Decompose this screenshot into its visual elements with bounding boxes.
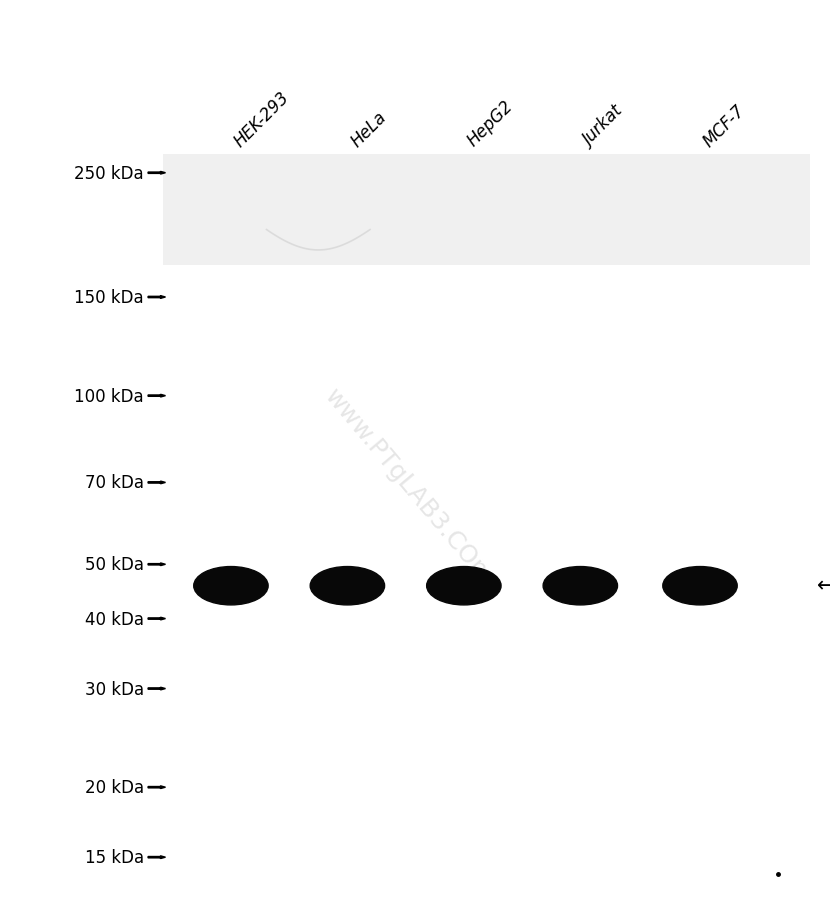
Ellipse shape [663, 567, 737, 605]
Text: ←: ← [817, 576, 830, 596]
Text: 50 kDa: 50 kDa [85, 556, 144, 574]
Text: HepG2: HepG2 [464, 97, 517, 151]
Text: 70 kDa: 70 kDa [85, 474, 144, 492]
Text: 100 kDa: 100 kDa [75, 387, 144, 405]
Text: 40 kDa: 40 kDa [85, 610, 144, 628]
Text: 20 kDa: 20 kDa [85, 778, 144, 796]
Ellipse shape [193, 567, 268, 605]
Text: 150 kDa: 150 kDa [75, 289, 144, 307]
Text: 30 kDa: 30 kDa [85, 680, 144, 698]
Ellipse shape [427, 567, 501, 605]
Ellipse shape [310, 567, 384, 605]
Ellipse shape [543, 567, 618, 605]
Bar [163, 155, 810, 265]
Text: 15 kDa: 15 kDa [85, 848, 144, 866]
Text: HeLa: HeLa [348, 107, 390, 151]
Text: Jurkat: Jurkat [580, 103, 627, 151]
Text: 250 kDa: 250 kDa [75, 164, 144, 182]
Text: MCF-7: MCF-7 [700, 101, 749, 151]
Text: www.PTgLAB3.COm: www.PTgLAB3.COm [320, 384, 498, 589]
Text: HEK-293: HEK-293 [231, 88, 293, 151]
